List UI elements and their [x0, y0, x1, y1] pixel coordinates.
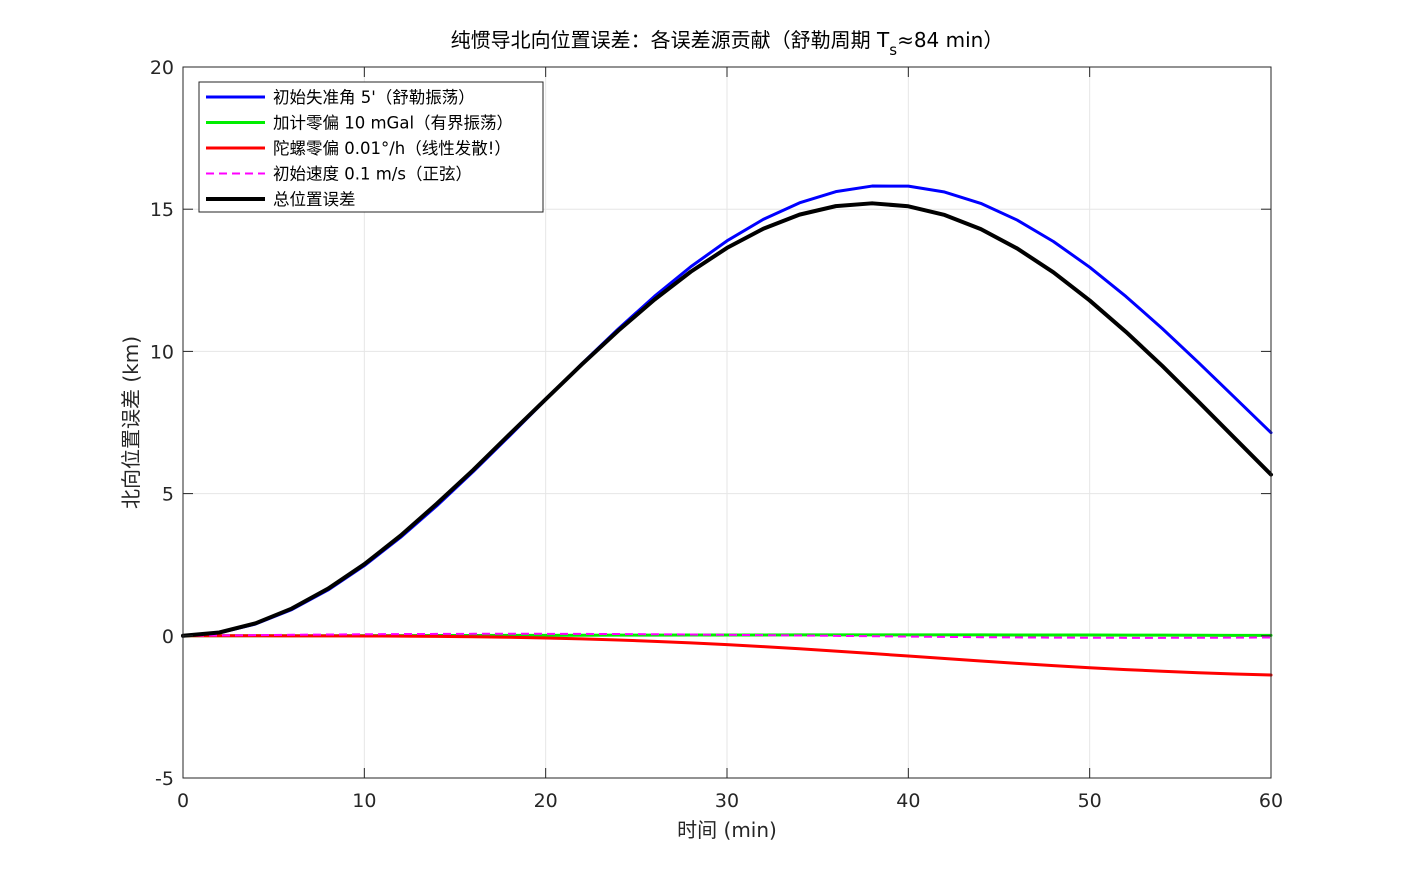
legend-label-3: 初始速度 0.1 m/s（正弦）: [273, 165, 472, 184]
x-tick-label: 20: [534, 790, 558, 812]
y-tick-label: -5: [155, 768, 174, 790]
y-tick-label: 5: [162, 484, 174, 506]
x-tick-label: 60: [1259, 790, 1283, 812]
y-tick-label: 20: [150, 57, 174, 79]
y-axis-label: 北向位置误差 (km): [119, 336, 143, 509]
legend-label-4: 总位置误差: [273, 190, 356, 209]
legend: 初始失准角 5'（舒勒振荡） 加计零偏 10 mGal（有界振荡） 陀螺零偏 0.0…: [198, 81, 544, 213]
chart-title: 纯惯导北向位置误差：各误差源贡献（舒勒周期 Ts≈84 min）: [451, 28, 1004, 59]
series-line-2: [181, 634, 1273, 677]
chart-title-main: 纯惯导北向位置误差：各误差源贡献（舒勒周期 T: [451, 28, 890, 52]
series-layer: [181, 184, 1273, 677]
legend-label-2: 陀螺零偏 0.01°/h（线性发散!）: [273, 139, 511, 158]
chart-title-subscript: s: [889, 41, 897, 59]
y-tick-label: 15: [150, 199, 174, 221]
legend-label-0: 初始失准角 5'（舒勒振荡）: [273, 88, 475, 107]
y-tick-label: 10: [150, 341, 174, 363]
x-tick-label: 40: [896, 790, 920, 812]
series-line-4: [181, 201, 1273, 638]
x-tick-label: 50: [1078, 790, 1102, 812]
x-tick-label: 10: [352, 790, 376, 812]
x-tick-label: 30: [715, 790, 739, 812]
legend-label-1: 加计零偏 10 mGal（有界振荡）: [273, 114, 513, 133]
x-axis-label: 时间 (min): [677, 818, 777, 842]
chart-title-tail: ≈84 min）: [897, 28, 1003, 52]
x-tick-label: 0: [177, 790, 189, 812]
y-tick-label: 0: [162, 626, 174, 648]
